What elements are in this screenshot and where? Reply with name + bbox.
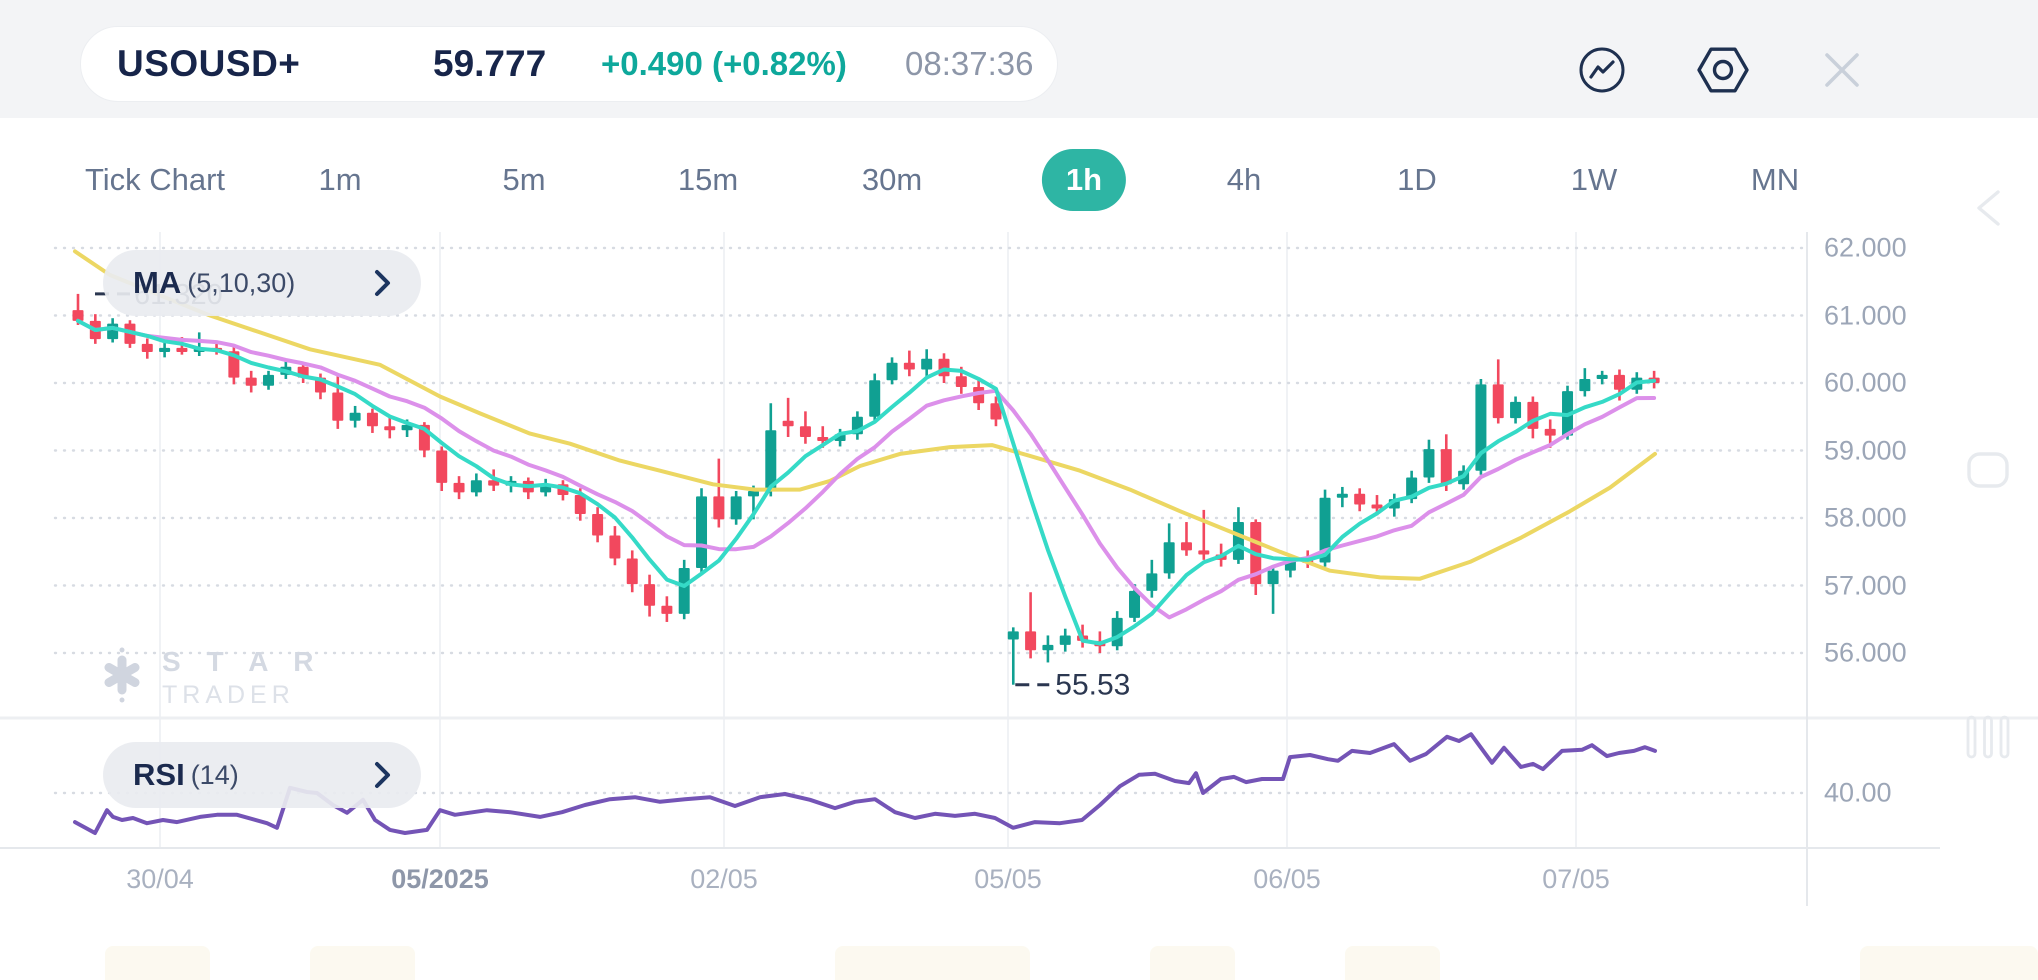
rsi-indicator-params: (14): [190, 759, 239, 790]
bottom-bar-button-partial[interactable]: [1860, 946, 2038, 980]
price-axis-label: 58.000: [1824, 502, 1907, 533]
price-axis-label: 61.000: [1824, 300, 1907, 330]
tab-tick-chart[interactable]: Tick Chart: [84, 162, 226, 197]
trend-chart-icon[interactable]: [1570, 38, 1634, 102]
tab-1d[interactable]: 1D: [1397, 162, 1437, 197]
price-axis-label: 57.000: [1824, 570, 1907, 600]
date-axis-label: 06/05: [1253, 864, 1321, 894]
price-axis-label: 62.000: [1824, 232, 1907, 263]
chevron-right-icon: [375, 762, 390, 788]
star-trader-watermark: S T A R TRADER: [96, 646, 322, 710]
tab-mn[interactable]: MN: [1750, 162, 1800, 197]
date-axis-label: 02/05: [690, 864, 758, 894]
symbol-name: USOUSD+: [117, 43, 301, 84]
price-change: +0.490 (+0.82%): [601, 45, 847, 82]
ma-indicator-badge[interactable]: MA (5,10,30): [103, 250, 421, 316]
server-time: 08:37:36: [905, 45, 1034, 82]
watermark-line1: S T A R: [162, 646, 323, 677]
svg-text:55.53: 55.53: [1055, 669, 1130, 702]
symbol-info-pill[interactable]: USOUSD+ 59.777 +0.490 (+0.82%) 08:37:36: [80, 26, 1058, 102]
watermark-line2: TRADER: [162, 681, 295, 709]
bottom-bar-button-partial[interactable]: [310, 946, 415, 980]
rsi-indicator-label: RSI: [133, 757, 185, 792]
ma-indicator-params: (5,10,30): [187, 267, 296, 298]
tab-4h[interactable]: 4h: [1226, 162, 1262, 197]
collapse-panel-chevron-icon[interactable]: [1956, 176, 2020, 240]
bottom-bar-button-partial[interactable]: [1345, 946, 1440, 980]
tab-15m[interactable]: 15m: [677, 162, 739, 197]
star-logo-icon: [104, 647, 140, 703]
drag-handle-icon[interactable]: [1952, 705, 2024, 769]
bottom-bar-button-partial[interactable]: [105, 946, 210, 980]
tab-5m[interactable]: 5m: [502, 162, 546, 197]
rsi-indicator-badge[interactable]: RSI (14): [103, 742, 421, 808]
settings-icon[interactable]: [1691, 38, 1755, 102]
tab-1h[interactable]: 1h: [1041, 149, 1127, 211]
chevron-right-icon: [375, 270, 390, 296]
tab-1w[interactable]: 1W: [1570, 162, 1618, 197]
date-axis-label: 05/05: [974, 864, 1042, 894]
date-axis-label: 05/2025: [391, 864, 489, 894]
bottom-bar-button-partial[interactable]: [1150, 946, 1235, 980]
price-axis-label: 60.000: [1824, 367, 1907, 398]
rsi-axis-label: 40.00: [1824, 777, 1892, 808]
price-axis-label: 59.000: [1824, 435, 1907, 465]
bottom-bar-button-partial[interactable]: [835, 946, 1030, 980]
snapshot-tool-icon[interactable]: [1956, 438, 2020, 502]
date-axis-label: 30/04: [126, 864, 194, 894]
date-axis-label: 07/05: [1542, 864, 1610, 894]
tab-1m[interactable]: 1m: [318, 162, 362, 197]
tab-30m[interactable]: 30m: [861, 162, 923, 197]
close-icon[interactable]: [1810, 38, 1874, 102]
current-price: 59.777: [433, 43, 547, 84]
ma-indicator-label: MA: [133, 265, 182, 300]
price-axis-label: 56.000: [1824, 637, 1907, 668]
